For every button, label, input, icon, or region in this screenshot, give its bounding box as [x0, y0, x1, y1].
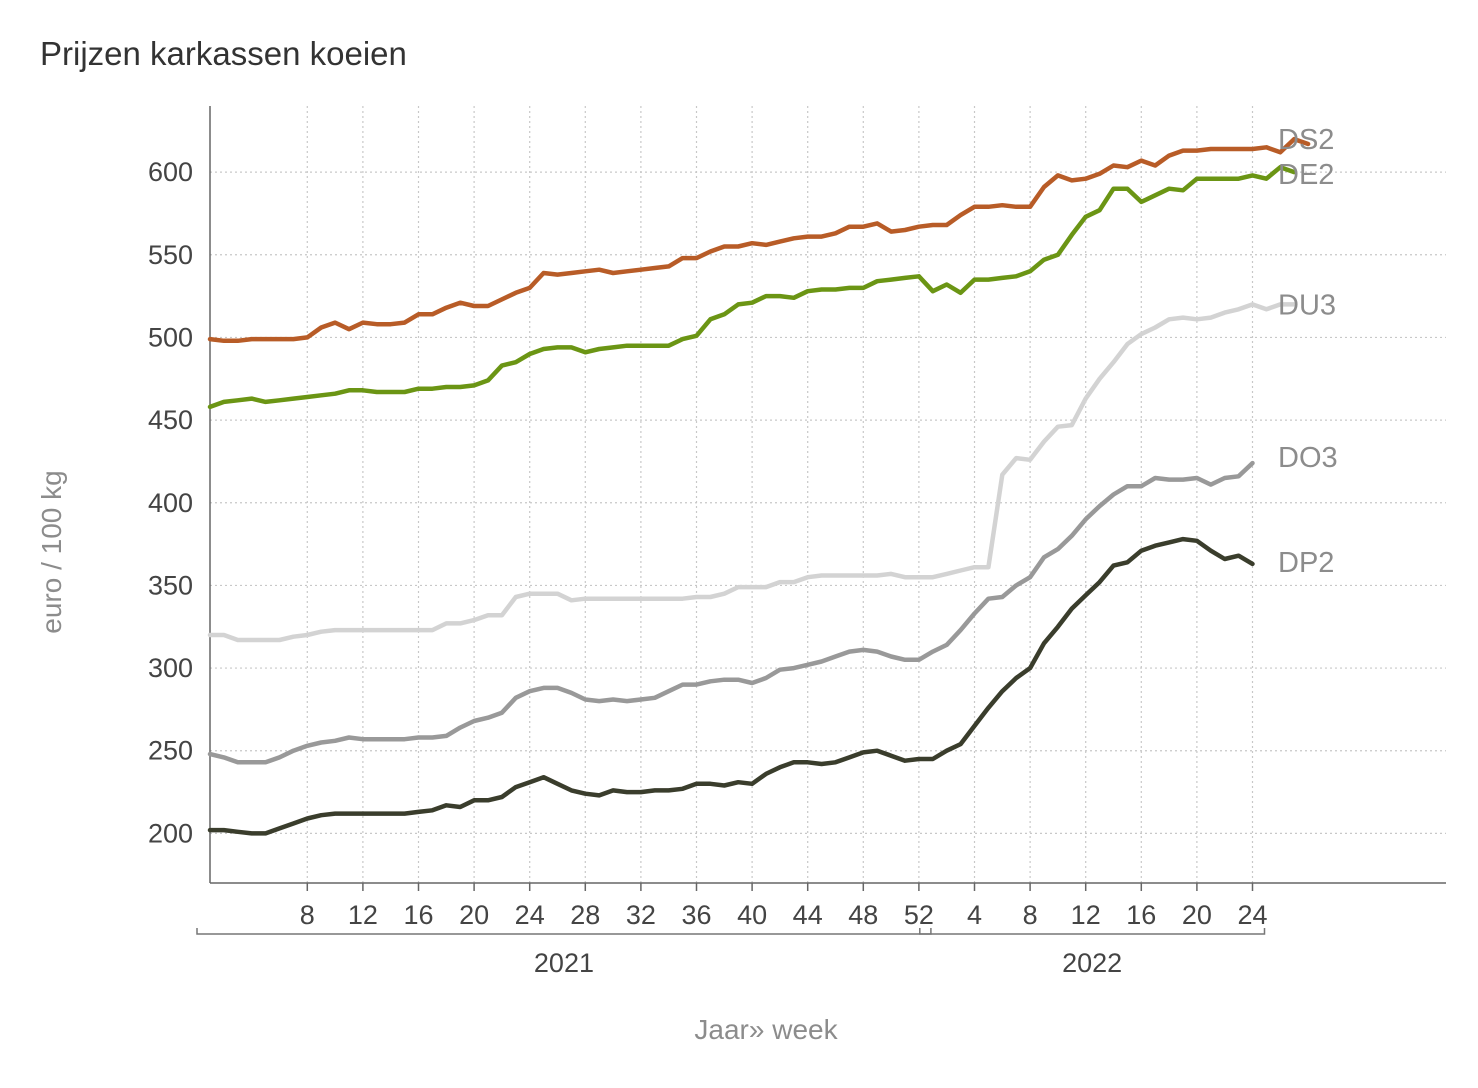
series-label-ds2: DS2 [1278, 124, 1334, 156]
x-tick-label: 36 [681, 900, 711, 930]
y-tick-label: 600 [148, 157, 193, 187]
y-tick-label: 450 [148, 405, 193, 435]
x-tick-label: 16 [1126, 900, 1156, 930]
y-tick-label: 400 [148, 488, 193, 518]
x-tick-label: 24 [1237, 900, 1267, 930]
x-tick-label: 24 [515, 900, 545, 930]
year-label: 2022 [1062, 948, 1122, 978]
series-label-do3: DO3 [1278, 442, 1338, 474]
x-tick-label: 28 [570, 900, 600, 930]
y-tick-label: 500 [148, 322, 193, 352]
y-tick-label: 350 [148, 570, 193, 600]
series-line-dp2 [207, 536, 1255, 836]
y-axis-ticks: 200 250 300 350 400 450 500 550 600 [148, 157, 193, 848]
grid [210, 106, 1446, 883]
x-tick-label: 20 [1182, 900, 1212, 930]
year-label: 2021 [534, 948, 594, 978]
x-tick-label: 52 [904, 900, 934, 930]
x-tick-label: 4 [967, 900, 982, 930]
x-tick-label: 12 [348, 900, 378, 930]
x-tick-label: 12 [1071, 900, 1101, 930]
x-tick-label: 40 [737, 900, 767, 930]
year-bracket [196, 928, 932, 935]
x-tick-label: 48 [848, 900, 878, 930]
y-axis-label: euro / 100 kg [36, 470, 67, 633]
series-label-du3: DU3 [1278, 289, 1336, 321]
x-tick-label: 8 [300, 900, 315, 930]
series-label-dp2: DP2 [1278, 547, 1334, 579]
chart-title: Prijzen karkassen koeien [40, 35, 407, 72]
series-line-do3 [207, 460, 1255, 765]
series-line-de2 [207, 164, 1297, 410]
y-tick-label: 550 [148, 240, 193, 270]
y-tick-label: 200 [148, 818, 193, 848]
series-line-du3 [207, 302, 1297, 643]
y-tick-label: 250 [148, 736, 193, 766]
axes [209, 106, 1446, 884]
series-lines [207, 136, 1311, 836]
x-axis-ticks: 8 12 16 20 24 28 32 36 40 44 48 52 4 8 12 16 20 24 [300, 883, 1268, 930]
x-tick-label: 16 [403, 900, 433, 930]
series-line-ds2 [207, 136, 1311, 344]
x-tick-label: 8 [1023, 900, 1038, 930]
series-label-de2: DE2 [1278, 159, 1334, 191]
year-brackets: 2021 2022 [196, 928, 1266, 978]
year-bracket [919, 928, 1266, 935]
x-tick-label: 20 [459, 900, 489, 930]
x-tick-label: 32 [626, 900, 656, 930]
x-tick-label: 44 [793, 900, 823, 930]
x-axis-label: Jaar» week [694, 1014, 838, 1045]
y-tick-label: 300 [148, 653, 193, 683]
